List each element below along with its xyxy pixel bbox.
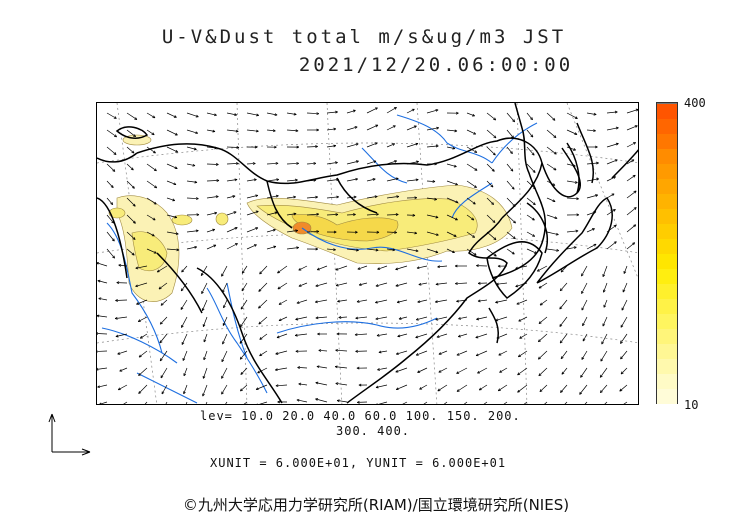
wind-vectors (97, 106, 638, 404)
chart-title: U-V&Dust total m/s&ug/m3 JST (161, 26, 567, 48)
colorbar-segment (657, 268, 677, 284)
colorbar-max-label: 400 (684, 96, 706, 110)
vector-unit-label: XUNIT = 6.000E+01, YUNIT = 6.000E+01 (210, 456, 507, 470)
colorbar-segment (657, 328, 677, 344)
colorbar-segment (657, 163, 677, 179)
colorbar-segment (657, 238, 677, 254)
colorbar-segment (657, 358, 677, 374)
contour-levels-line1: lev= 10.0 20.0 40.0 60.0 100. 150. 200. (200, 409, 521, 423)
copyright-notice: ©九州大学応用力学研究所(RIAM)/国立環境研究所(NIES) (182, 496, 570, 514)
colorbar-segment (657, 253, 677, 269)
colorbar-segment (657, 223, 677, 239)
colorbar-segment (657, 298, 677, 314)
colorbar-segment (657, 373, 677, 389)
colorbar-segment (657, 178, 677, 194)
dust-plumes (108, 134, 513, 302)
chart-timestamp: 2021/12/20.06:00:00 (298, 54, 574, 76)
colorbar-segment (657, 193, 677, 209)
colorbar-segment (657, 313, 677, 329)
colorbar-segment (657, 343, 677, 359)
contour-levels-line2: 300. 400. (336, 424, 411, 438)
colorbar (656, 102, 678, 404)
colorbar-segment (657, 118, 677, 134)
colorbar-segment (657, 208, 677, 224)
colorbar-segment (657, 283, 677, 299)
map-canvas (97, 103, 638, 404)
colorbar-segment (657, 103, 677, 119)
colorbar-segment (657, 388, 677, 404)
rivers (101, 114, 538, 404)
dust-map (96, 102, 639, 405)
colorbar-segment (657, 148, 677, 164)
axis-indicator-icon (48, 413, 91, 456)
colorbar-min-label: 10 (684, 398, 699, 412)
colorbar-segment (657, 133, 677, 149)
